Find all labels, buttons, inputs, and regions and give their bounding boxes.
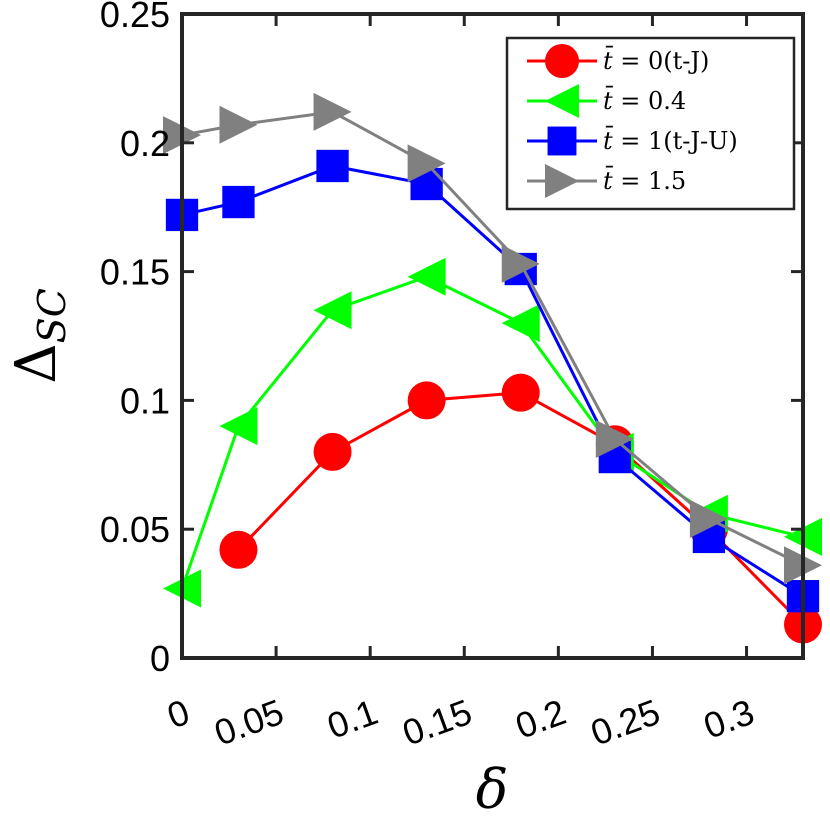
data-point	[407, 381, 446, 420]
data-point	[407, 257, 446, 296]
y-tick-label: 0.2	[120, 123, 170, 164]
legend-label: t̄ = 1.5	[603, 166, 686, 195]
data-point	[219, 530, 258, 569]
data-point	[316, 149, 349, 183]
data-point	[219, 105, 258, 144]
x-axis-title: δ	[476, 758, 509, 821]
series-layer	[163, 92, 822, 644]
x-tick-label: 0.3	[698, 691, 759, 747]
x-tick-label: 0.2	[510, 691, 571, 747]
legend-marker	[545, 164, 579, 198]
data-point	[219, 407, 258, 446]
x-tick-label: 0	[162, 691, 195, 736]
data-point	[595, 420, 634, 459]
data-point	[313, 291, 352, 330]
legend-marker	[547, 126, 577, 156]
y-axis-title-main: Δ	[4, 343, 69, 383]
plot-frame	[180, 12, 805, 660]
y-tick-label: 0	[150, 638, 170, 679]
y-tick-label: 0.05	[100, 509, 170, 550]
legend-label: t̄ = 0.4	[603, 86, 686, 115]
y-tick-label: 0.1	[120, 380, 170, 421]
data-point	[501, 244, 540, 283]
y-axis-title-sub: SC	[30, 288, 74, 343]
x-tick-label: 0.1	[322, 691, 383, 747]
data-point	[501, 373, 540, 412]
x-tick-label: 0.15	[397, 691, 477, 753]
x-tick-label: 0.25	[585, 691, 665, 753]
legend-label: t̄ = 0(t-J)	[603, 46, 709, 75]
data-point	[222, 185, 255, 219]
legend-marker	[545, 44, 579, 78]
series-3	[163, 92, 822, 585]
legend-marker	[545, 84, 579, 118]
data-point	[501, 304, 540, 343]
y-tick-label: 0.15	[100, 252, 170, 293]
legend: t̄ = 0(t-J) t̄ = 0.4 t̄ = 1(t-J-U) t̄ = 1.5	[505, 36, 796, 211]
data-point	[407, 144, 446, 183]
data-point	[689, 499, 728, 538]
y-axis-title: ΔSC	[4, 288, 74, 384]
x-tick-label: 0.05	[209, 691, 289, 753]
data-point	[313, 92, 352, 131]
data-point	[313, 432, 352, 471]
y-tick-label: 0.25	[100, 0, 170, 35]
legend-label: t̄ = 1(t-J-U)	[603, 126, 738, 155]
